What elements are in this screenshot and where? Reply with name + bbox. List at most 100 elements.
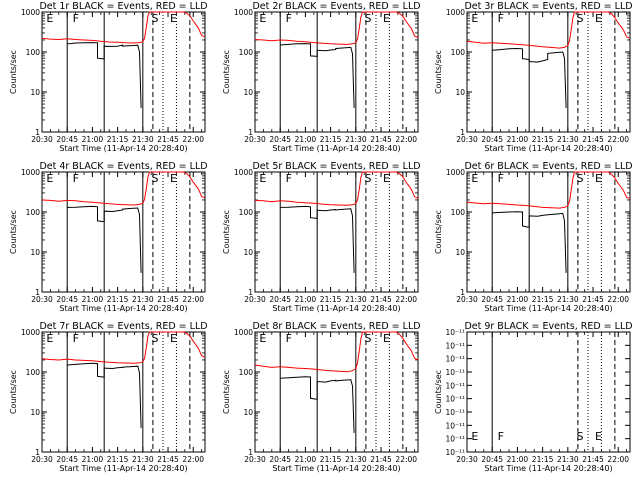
x-tick-label: 20:30 — [456, 455, 478, 464]
x-tick-label: 21:45 — [582, 135, 604, 144]
y-tick-label: 1 — [248, 288, 253, 297]
panel-det-2: Det 2r BLACK = Events, RED = LLD 1 10 100 10… — [222, 1, 421, 153]
lld-series-line — [254, 11, 419, 45]
y-axis-label: Counts/sec — [434, 210, 443, 254]
x-tick-label: 20:45 — [56, 455, 78, 464]
panel-det-5: Det 5r BLACK = Events, RED = LLD 1 10 100 10… — [222, 161, 421, 313]
lld-series-line — [254, 171, 419, 206]
phase-marker-e: E — [383, 12, 390, 25]
x-tick-label: 21:15 — [320, 295, 342, 304]
x-axis-label: Start Time (11-Apr-14 20:28:40) — [59, 144, 187, 153]
phase-marker-e: E — [471, 12, 478, 25]
y-tick-label: 100 — [239, 208, 254, 217]
x-axis-label: Start Time (11-Apr-14 20:28:40) — [272, 304, 400, 313]
plot-frame — [466, 11, 631, 133]
y-tick-label: 100 — [26, 48, 41, 57]
panel-title: Det 5r BLACK = Events, RED = LLD — [252, 161, 420, 172]
x-tick-label: 21:30 — [132, 295, 154, 304]
phase-marker-s: S — [365, 172, 372, 185]
y-tick-label: 10 — [243, 248, 253, 257]
phase-marker-e: E — [383, 172, 390, 185]
y-tick-label: 100 — [26, 368, 41, 377]
lld-series-line — [466, 11, 631, 49]
plot-frame — [254, 331, 419, 453]
x-axis-label: Start Time (11-Apr-14 20:28:40) — [59, 304, 187, 313]
panel-det-4: Det 4r BLACK = Events, RED = LLD 1 10 100 10… — [9, 161, 208, 313]
phase-marker-e: E — [46, 12, 53, 25]
x-tick-label: 22:00 — [182, 135, 204, 144]
x-tick-label: 22:00 — [395, 295, 417, 304]
x-tick-label: 20:45 — [269, 295, 291, 304]
x-tick-label: 22:00 — [182, 295, 204, 304]
x-tick-label: 20:30 — [31, 135, 53, 144]
panel-title: Det 4r BLACK = Events, RED = LLD — [39, 161, 207, 172]
y-tick-label: 10⁻¹¹ — [445, 421, 465, 430]
y-tick-label: 1000 — [234, 328, 253, 337]
x-tick-label: 20:45 — [481, 455, 503, 464]
y-tick-label: 1 — [248, 448, 253, 457]
panel-det-7: Det 7r BLACK = Events, RED = LLD 1 10 100 10… — [9, 321, 208, 473]
y-axis-label: Counts/sec — [9, 210, 18, 254]
panel-det-1: Det 1r BLACK = Events, RED = LLD 1 10 100 10… — [9, 1, 208, 153]
y-tick-label: 1000 — [234, 168, 253, 177]
y-tick-label: 10⁻¹¹ — [445, 341, 465, 350]
panel-title: Det 9r BLACK = Events, RED = LLD — [464, 321, 632, 332]
x-tick-label: 21:15 — [107, 455, 129, 464]
x-tick-label: 21:00 — [82, 295, 104, 304]
phase-marker-e: E — [383, 332, 390, 345]
phase-marker-f: F — [286, 12, 292, 25]
phase-marker-e: E — [170, 172, 177, 185]
panel-det-8: Det 8r BLACK = Events, RED = LLD 1 10 100 10… — [222, 321, 421, 473]
x-tick-label: 20:45 — [56, 135, 78, 144]
plot-frame — [41, 11, 206, 133]
y-tick-label: 10⁻¹¹ — [445, 395, 465, 404]
x-tick-label: 20:30 — [244, 295, 266, 304]
y-tick-label: 10⁻¹¹ — [445, 328, 465, 337]
y-axis-label: Counts/sec — [434, 370, 443, 414]
x-tick-label: 20:45 — [481, 295, 503, 304]
phase-marker-f: F — [498, 172, 504, 185]
y-tick-label: 1 — [35, 448, 40, 457]
y-tick-label: 10⁻¹¹ — [445, 368, 465, 377]
panel-title: Det 2r BLACK = Events, RED = LLD — [252, 1, 420, 12]
x-tick-label: 20:30 — [31, 295, 53, 304]
y-tick-label: 1000 — [21, 8, 40, 17]
x-tick-label: 21:00 — [82, 455, 104, 464]
y-tick-label: 10⁻¹¹ — [445, 435, 465, 444]
plot-frame — [466, 171, 631, 293]
phase-marker-f: F — [286, 332, 292, 345]
phase-marker-s: S — [365, 12, 372, 25]
plot-frame — [41, 331, 206, 453]
y-tick-label: 1 — [460, 288, 465, 297]
panel-title: Det 1r BLACK = Events, RED = LLD — [39, 1, 207, 12]
phase-marker-e: E — [170, 12, 177, 25]
y-tick-label: 1000 — [446, 8, 465, 17]
y-tick-label: 1 — [35, 128, 40, 137]
y-tick-label: 1000 — [21, 168, 40, 177]
x-tick-label: 21:30 — [132, 455, 154, 464]
y-tick-label: 10⁻¹¹ — [445, 381, 465, 390]
x-tick-label: 20:45 — [481, 135, 503, 144]
phase-marker-e: E — [46, 332, 53, 345]
x-tick-label: 21:30 — [557, 295, 579, 304]
panel-det-6: Det 6r BLACK = Events, RED = LLD 1 10 100 10… — [434, 161, 633, 313]
x-axis-label: Start Time (11-Apr-14 20:28:40) — [484, 144, 612, 153]
phase-marker-f: F — [73, 12, 79, 25]
x-axis-label: Start Time (11-Apr-14 20:28:40) — [484, 464, 612, 473]
phase-marker-f: F — [73, 332, 79, 345]
x-tick-label: 21:45 — [157, 455, 179, 464]
panel-title: Det 7r BLACK = Events, RED = LLD — [39, 321, 207, 332]
phase-marker-e: E — [46, 172, 53, 185]
plot-frame — [466, 331, 631, 453]
phase-marker-e: E — [595, 172, 602, 185]
phase-marker-s: S — [152, 172, 159, 185]
x-tick-label: 20:30 — [456, 135, 478, 144]
x-axis-label: Start Time (11-Apr-14 20:28:40) — [59, 464, 187, 473]
y-axis-label: Counts/sec — [434, 50, 443, 94]
x-tick-label: 21:45 — [582, 295, 604, 304]
phase-marker-e: E — [595, 430, 602, 443]
y-tick-label: 1 — [460, 128, 465, 137]
phase-marker-f: F — [498, 430, 504, 443]
phase-marker-s: S — [152, 12, 159, 25]
panel-title: Det 6r BLACK = Events, RED = LLD — [464, 161, 632, 172]
